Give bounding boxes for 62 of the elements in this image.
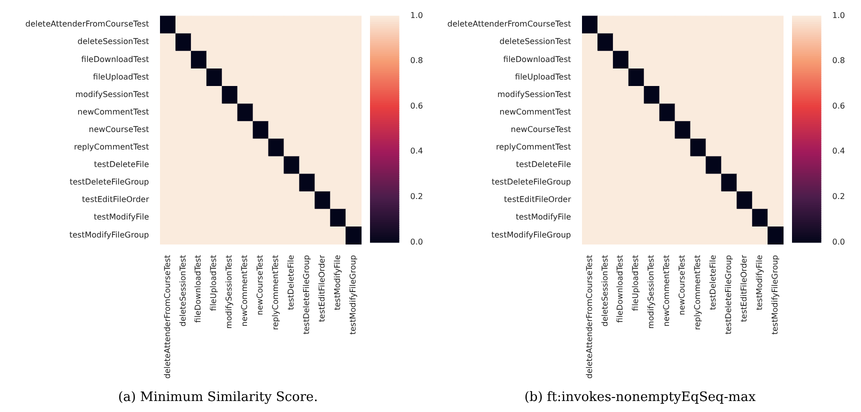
- y-tick-label: newCommentTest: [78, 107, 149, 116]
- y-tick-label: testDeleteFileGroup: [70, 178, 149, 187]
- y-tick-label: testDeleteFile: [94, 160, 150, 170]
- x-tick-label: testModifyFileGroup: [348, 255, 358, 335]
- color-bar-label: 0.2: [832, 192, 846, 201]
- color-bar-label: 0.2: [410, 192, 424, 201]
- y-tick-label: testEditFileOrder: [504, 195, 572, 204]
- y-tick-label: fileDownloadTest: [503, 54, 571, 64]
- y-tick-label: deleteAttenderFromCourseTest: [447, 20, 571, 29]
- color-bar-label: 0.0: [832, 237, 846, 246]
- y-tick-label: fileDownloadTest: [81, 54, 149, 64]
- y-tick-label: modifySessionTest: [497, 90, 571, 99]
- x-tick-label: newCourseTest: [256, 255, 265, 316]
- x-tick-label: modifySessionTest: [224, 255, 234, 329]
- color-bar-label: 0.4: [832, 146, 846, 156]
- x-tick-label: newCommentTest: [662, 255, 672, 326]
- x-tick-label: fileDownloadTest: [194, 255, 203, 323]
- y-tick-label: replyCommentTest: [496, 142, 571, 152]
- x-tick-label: testDeleteFile: [708, 254, 718, 310]
- x-tick-label: testDeleteFileGroup: [302, 255, 312, 334]
- x-tick-label: testEditFileOrder: [739, 254, 748, 322]
- x-tick-label: fileDownloadTest: [616, 255, 625, 323]
- y-tick-label: testDeleteFile: [516, 160, 572, 170]
- y-tick-label: fileUploadTest: [93, 72, 149, 82]
- color-bar-label: 0.6: [832, 101, 846, 110]
- color-bar-label: 0.8: [410, 56, 424, 66]
- x-tick-label: replyCommentTest: [693, 255, 702, 330]
- color-bar-label: 0.4: [410, 146, 424, 156]
- x-tick-label: testModifyFileGroup: [770, 255, 780, 335]
- y-tick-label: testModifyFile: [516, 212, 572, 222]
- x-tick-label: modifySessionTest: [646, 255, 656, 329]
- x-tick-label: testEditFileOrder: [317, 254, 326, 322]
- y-tick-label: fileUploadTest: [515, 72, 571, 82]
- y-tick-label: testModifyFileGroup: [69, 230, 149, 240]
- color-bar-label: 1.0: [832, 10, 846, 20]
- y-tick-label: testDeleteFileGroup: [492, 178, 571, 187]
- y-tick-label: testModifyFile: [94, 212, 150, 222]
- y-tick-label: testEditFileOrder: [82, 195, 150, 204]
- y-tick-label: deleteSessionTest: [500, 37, 571, 46]
- x-tick-label: fileUploadTest: [631, 255, 640, 311]
- x-tick-label: fileUploadTest: [209, 255, 218, 311]
- x-tick-label: testModifyFile: [754, 254, 764, 310]
- y-tick-label: newCourseTest: [510, 124, 571, 134]
- y-tick-label: testModifyFileGroup: [491, 230, 571, 240]
- y-tick-label: newCommentTest: [500, 107, 571, 116]
- color-bar-label: 0.8: [832, 56, 846, 66]
- color-bar-label: 1.0: [410, 10, 424, 20]
- x-tick-label: newCommentTest: [240, 255, 250, 326]
- x-tick-label: testModifyFile: [332, 254, 342, 310]
- y-tick-label: deleteSessionTest: [78, 37, 149, 46]
- text: (b) ft:invokes-nonemptyEqSeq-max: [524, 390, 756, 405]
- y-tick-label: deleteAttenderFromCourseTest: [25, 20, 149, 29]
- y-tick-label: newCourseTest: [88, 124, 149, 134]
- x-tick-label: replyCommentTest: [271, 255, 280, 330]
- x-tick-label: newCourseTest: [678, 255, 687, 316]
- x-tick-label: testDeleteFile: [286, 254, 296, 310]
- color-bar-label: 0.0: [410, 237, 424, 246]
- y-tick-label: replyCommentTest: [74, 142, 149, 152]
- color-bar-label: 0.6: [410, 101, 424, 110]
- x-tick-label: testDeleteFileGroup: [724, 255, 734, 334]
- text: (a) Minimum Similarity Score.: [118, 390, 318, 405]
- y-tick-label: modifySessionTest: [75, 90, 149, 99]
